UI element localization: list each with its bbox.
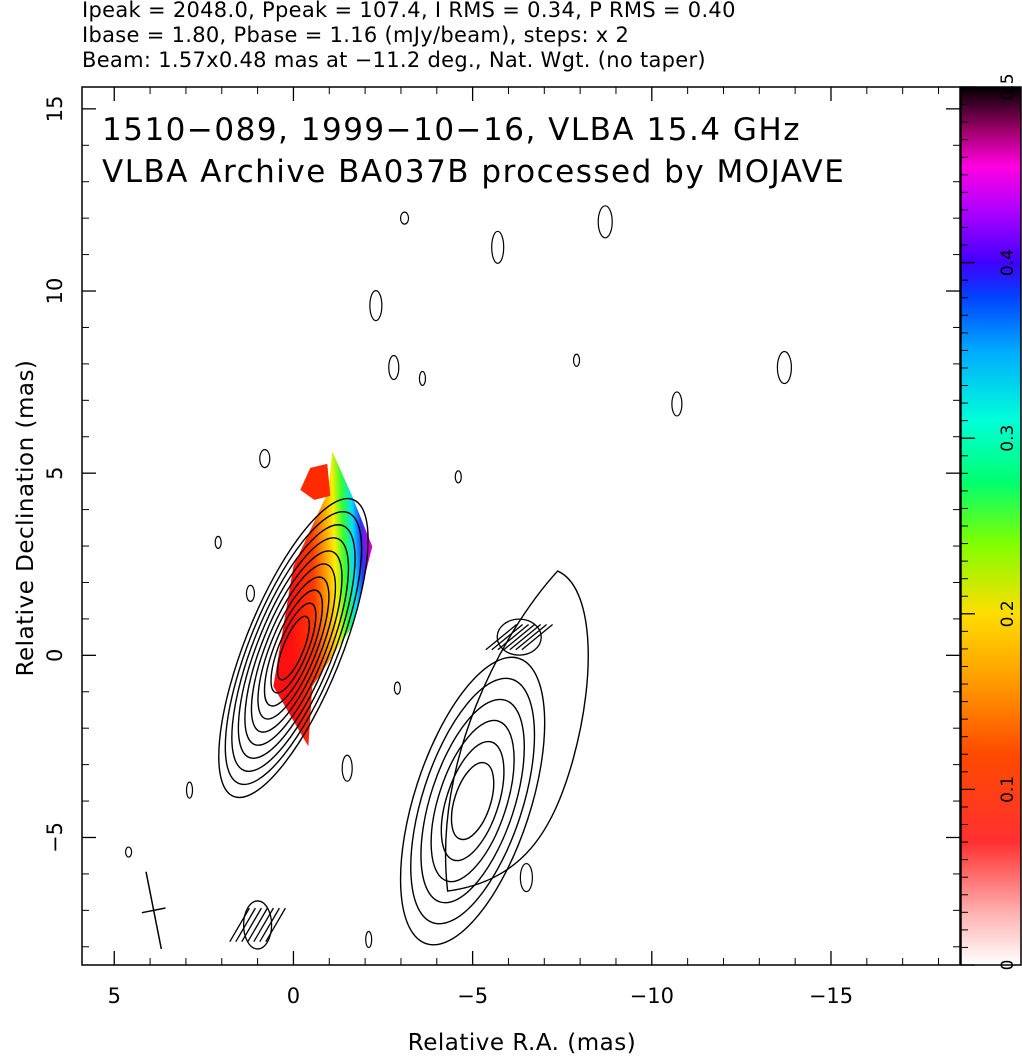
hatched-region <box>496 618 542 656</box>
x-tick-label: 0 <box>287 984 300 1008</box>
y-tick-label: 10 <box>43 278 67 305</box>
noise-contour <box>365 930 373 949</box>
colorbar-tick-label: 0.5 <box>998 73 1018 100</box>
contour-line <box>450 761 495 841</box>
hatched-regions <box>229 618 554 950</box>
noise-contour <box>399 211 410 225</box>
hatch-line <box>265 907 286 943</box>
contour-line <box>224 510 363 786</box>
colorbar-tick-label: 0.4 <box>998 249 1018 276</box>
contour-line <box>410 677 536 925</box>
x-axis-label: Relative R.A. (mas) <box>407 1030 637 1056</box>
colorbar-tick-label: 0.3 <box>998 425 1018 452</box>
beam-minor-axis <box>141 907 166 914</box>
noise-contour <box>519 862 533 893</box>
noise-contour <box>245 584 256 602</box>
archive-annotation: VLBA Archive BA037B processed by MOJAVE <box>102 154 846 190</box>
jet-envelope-contour <box>444 570 589 892</box>
contour-line <box>440 740 505 862</box>
noise-contours <box>124 205 793 949</box>
header-line-2: Ibase = 1.80, Pbase = 1.16 (mJy/beam), s… <box>82 23 630 47</box>
y-tick-label: 5 <box>43 466 67 479</box>
x-tick-label: −5 <box>457 984 488 1008</box>
contour-line <box>399 656 546 946</box>
contour-line <box>250 563 337 733</box>
noise-contour <box>454 470 462 484</box>
contour-line <box>263 589 324 707</box>
noise-contour <box>418 370 427 387</box>
hatch-line <box>247 907 268 943</box>
beam-marker <box>141 871 166 950</box>
polarization-patch <box>300 463 331 500</box>
contour-line <box>244 550 343 746</box>
hatch-line <box>235 907 256 943</box>
core-contours <box>218 497 369 799</box>
hatch-line <box>253 907 274 943</box>
plot-frame <box>81 86 961 966</box>
hatch-line <box>229 907 250 943</box>
jet-contours <box>399 656 546 946</box>
contour-line <box>218 497 369 799</box>
y-tick-label: 0 <box>43 649 67 662</box>
noise-contour <box>776 350 793 385</box>
hatch-line <box>503 624 536 651</box>
hatch-line <box>509 624 542 651</box>
colorbar-tick-label: 0 <box>998 960 1018 971</box>
noise-contour <box>369 289 383 322</box>
contour-line <box>231 524 356 773</box>
header-line-1: Ipeak = 2048.0, Ppeak = 107.4, I RMS = 0… <box>82 0 736 22</box>
contour-line <box>420 698 525 904</box>
noise-contour <box>185 781 194 799</box>
noise-contour <box>259 449 271 469</box>
header-line-3: Beam: 1.57x0.48 mas at −11.2 deg., Nat. … <box>82 48 706 72</box>
x-tick-label: 5 <box>108 984 121 1008</box>
x-tick-label: −15 <box>809 984 853 1008</box>
noise-contour <box>491 230 505 264</box>
hatch-line <box>515 624 548 651</box>
y-tick-label: −5 <box>43 822 67 853</box>
noise-contour <box>572 353 581 367</box>
hatch-line <box>259 907 280 943</box>
colorbar-tick-label: 0.1 <box>998 776 1018 803</box>
contour-line <box>237 537 350 759</box>
noise-contour <box>597 205 613 239</box>
source-annotation: 1510−089, 1999−10−16, VLBA 15.4 GHz <box>102 112 801 148</box>
noise-contour <box>214 535 222 549</box>
hatched-region <box>242 900 273 950</box>
noise-contour <box>341 754 353 782</box>
hatch-line <box>491 624 524 651</box>
contour-line <box>257 576 330 720</box>
y-axis-label: Relative Declination (mas) <box>13 359 39 677</box>
hatch-line <box>485 624 518 651</box>
hatch-line <box>521 624 554 651</box>
contour-line <box>276 615 311 681</box>
contour-line <box>270 602 317 694</box>
noise-contour <box>671 391 683 417</box>
noise-contour <box>388 354 400 381</box>
hatch-line <box>241 907 262 943</box>
noise-contour <box>393 681 401 695</box>
hatch-line <box>497 624 530 651</box>
colorbar-tick-label: 0.2 <box>998 600 1018 627</box>
y-tick-label: 15 <box>43 95 67 122</box>
noise-contour <box>124 846 133 858</box>
colorbar <box>961 87 1021 965</box>
x-tick-label: −10 <box>630 984 674 1008</box>
